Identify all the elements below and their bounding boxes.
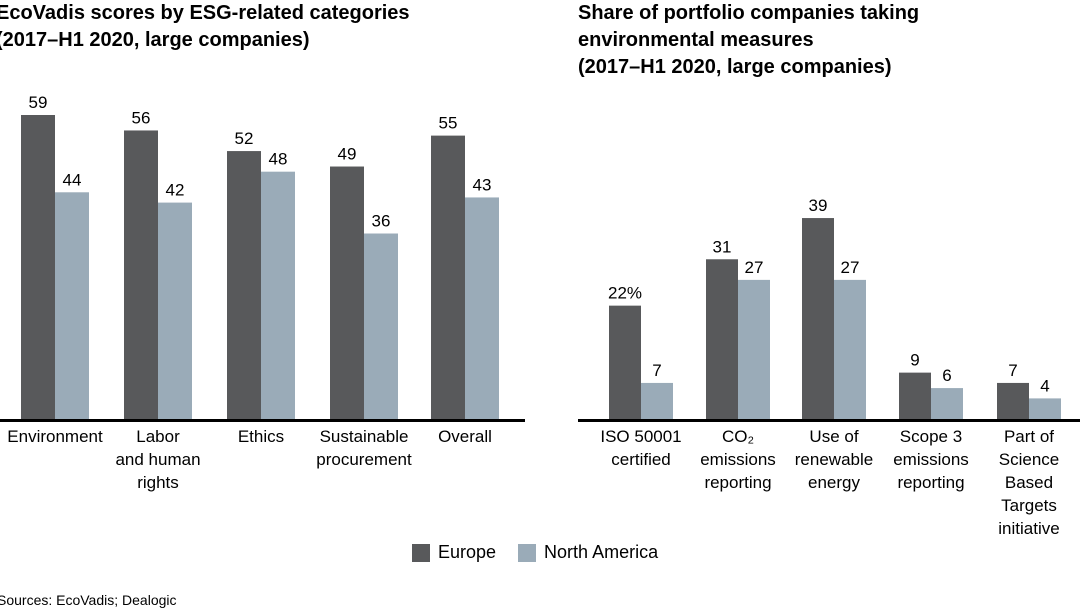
- right-bar-europe-3: [899, 372, 931, 419]
- right-title-line-1: Share of portfolio companies taking: [578, 2, 920, 24]
- left-category-label-0: Environment: [7, 427, 103, 446]
- right-category-label-2: Use of renewable energy: [795, 427, 873, 492]
- left-title-line-1: EcoVadis scores by ESG-related categorie…: [0, 2, 410, 24]
- right-data-label-north-america-3: 6: [942, 366, 951, 385]
- right-bar-europe-4: [997, 382, 1029, 419]
- legend-label-north-america: North America: [544, 542, 659, 562]
- right-data-label-europe-1: 31: [713, 237, 732, 256]
- right-bar-north-america-1: [738, 279, 770, 419]
- right-category-label-1: CO₂ emissions reporting: [700, 427, 776, 492]
- left-category-label-3: Sustainable procurement: [316, 427, 412, 469]
- left-data-label-europe-0: 59: [29, 93, 48, 112]
- north-america-swatch: [518, 543, 537, 562]
- left-bar-north-america-3: [364, 233, 398, 419]
- right-data-label-north-america-2: 27: [841, 258, 860, 277]
- right-data-label-north-america-1: 27: [745, 258, 764, 277]
- left-data-label-north-america-2: 48: [269, 150, 288, 169]
- legend-label-europe: Europe: [438, 542, 497, 562]
- right-bar-europe-0: [609, 305, 641, 419]
- left-bar-europe-0: [21, 115, 55, 419]
- left-data-label-europe-4: 55: [439, 114, 458, 133]
- source-note: Sources: EcoVadis; Dealogic: [0, 592, 177, 608]
- right-bar-north-america-4: [1029, 398, 1061, 419]
- right-data-label-north-america-4: 4: [1040, 376, 1049, 395]
- left-bar-europe-2: [227, 151, 261, 419]
- left-category-label-2: Ethics: [238, 427, 284, 446]
- right-data-label-europe-3: 9: [910, 351, 919, 370]
- right-bar-europe-2: [802, 218, 834, 419]
- left-bar-north-america-4: [465, 197, 499, 419]
- right-category-label-3: Scope 3 emissions reporting: [893, 427, 969, 492]
- right-category-label-4: Part of Science Based Targets initiative: [998, 427, 1059, 538]
- left-data-label-europe-2: 52: [235, 129, 254, 148]
- right-data-label-europe-4: 7: [1008, 361, 1017, 380]
- right-bar-north-america-0: [641, 382, 673, 419]
- left-data-label-north-america-1: 42: [166, 181, 185, 200]
- right-bar-north-america-3: [931, 388, 963, 419]
- right-title-line-2: environmental measures: [578, 29, 814, 51]
- legend-item-europe: Europe: [412, 542, 496, 563]
- right-title-line-3: (2017–H1 2020, large companies): [578, 56, 892, 78]
- left-chart-title: EcoVadis scores by ESG-related categorie…: [0, 0, 410, 54]
- right-bar-north-america-2: [834, 279, 866, 419]
- left-bar-europe-3: [330, 166, 364, 419]
- left-bar-north-america-2: [261, 171, 295, 419]
- left-data-label-north-america-0: 44: [63, 170, 82, 189]
- left-category-label-4: Overall: [438, 427, 492, 446]
- left-bar-north-america-1: [158, 202, 192, 419]
- right-category-label-0: ISO 50001 certified: [600, 427, 681, 469]
- left-bar-north-america-0: [55, 192, 89, 419]
- legend-item-north-america: North America: [518, 542, 658, 563]
- left-data-label-north-america-3: 36: [372, 212, 391, 231]
- right-data-label-europe-0: 22%: [608, 284, 642, 303]
- left-title-line-2: (2017–H1 2020, large companies): [0, 29, 310, 51]
- left-data-label-europe-3: 49: [338, 145, 357, 164]
- right-bar-europe-1: [706, 259, 738, 419]
- legend: Europe North America: [412, 542, 680, 563]
- right-chart-title: Share of portfolio companies taking envi…: [578, 0, 919, 81]
- right-data-label-europe-2: 39: [809, 196, 828, 215]
- left-bar-europe-1: [124, 130, 158, 419]
- left-data-label-north-america-4: 43: [473, 175, 492, 194]
- right-data-label-north-america-0: 7: [652, 361, 661, 380]
- right-bar-chart: 22% 31 39 9 7 7 27 27 6 4 ISO 50001 certified CO₂ emi…: [578, 196, 1080, 538]
- left-bar-chart: 59 56 52 49 55 44 42 48 36 43 Environment Labor and …: [0, 93, 525, 492]
- europe-swatch: [412, 543, 430, 562]
- left-data-label-europe-1: 56: [132, 108, 151, 127]
- left-bar-europe-4: [431, 135, 465, 419]
- left-category-label-1: Labor and human rights: [115, 427, 200, 492]
